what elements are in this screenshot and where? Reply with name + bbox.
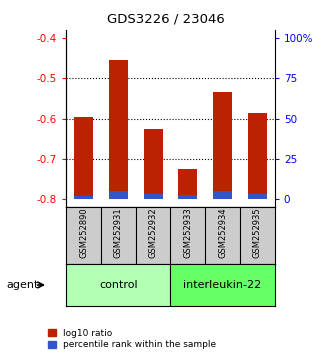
Text: GSM252931: GSM252931 (114, 207, 123, 258)
Bar (248, 194, 267, 199)
Text: GSM252934: GSM252934 (218, 207, 227, 258)
Bar (178, 169, 197, 199)
Bar (248, 113, 267, 199)
Bar (170, 264, 275, 306)
Text: control: control (99, 280, 138, 290)
Bar (213, 191, 232, 199)
Text: interleukin-22: interleukin-22 (183, 280, 262, 290)
Bar (74, 116, 93, 199)
Legend: log10 ratio, percentile rank within the sample: log10 ratio, percentile rank within the … (48, 329, 216, 349)
Text: GSM252933: GSM252933 (183, 207, 192, 258)
Text: GDS3226 / 23046: GDS3226 / 23046 (107, 12, 224, 25)
Bar (74, 196, 93, 199)
Bar (178, 195, 197, 199)
Bar (144, 129, 163, 199)
Text: GSM252935: GSM252935 (253, 207, 262, 258)
Text: GSM252890: GSM252890 (79, 207, 88, 258)
Bar (66, 264, 170, 306)
Bar (109, 60, 128, 199)
Bar (109, 191, 128, 199)
Bar (213, 92, 232, 199)
Text: agent: agent (7, 280, 39, 290)
Bar (144, 194, 163, 199)
Text: GSM252932: GSM252932 (149, 207, 158, 258)
